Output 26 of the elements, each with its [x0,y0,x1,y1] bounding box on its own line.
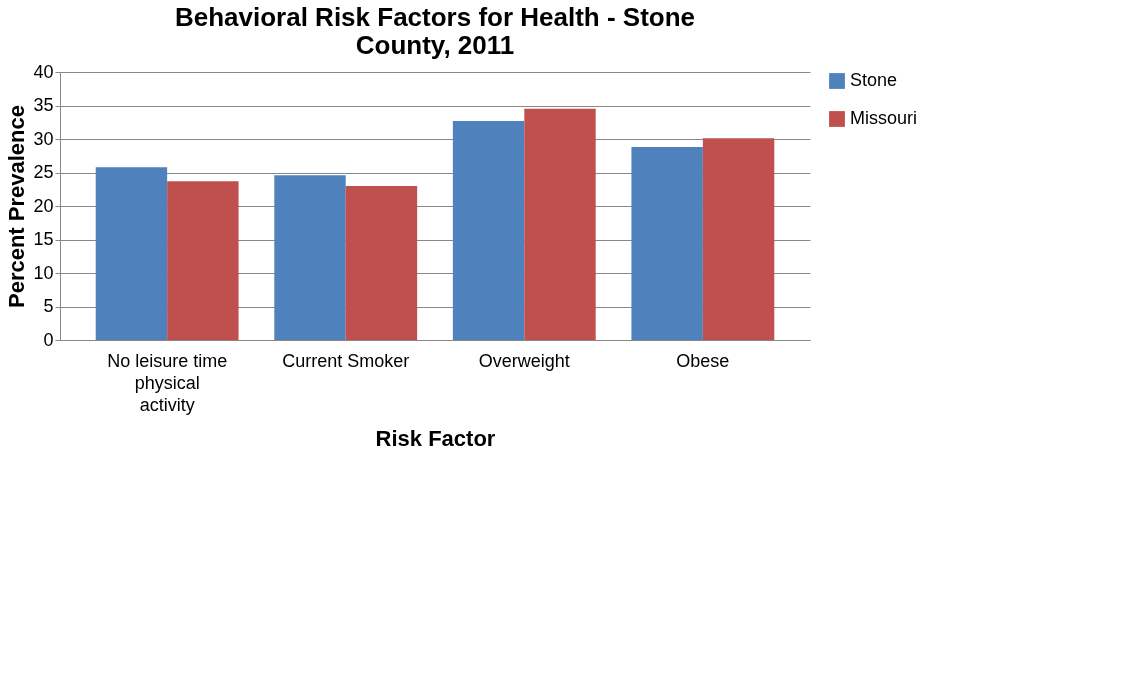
bar [524,108,596,340]
y-tick-label: 10 [33,262,54,283]
x-tick-label: Obese [676,350,730,371]
legend-label: Missouri [850,108,918,128]
bar [95,167,168,340]
x-tick-label: Overweight [478,350,570,371]
y-tick-label: 15 [33,229,54,249]
y-tick-label: 40 [33,61,54,82]
y-tick-label: 35 [33,95,54,115]
bar [452,120,525,340]
y-axis-title: Percent Prevalence [4,104,30,309]
y-tick-label: 25 [33,162,54,182]
y-tick-label: 5 [43,296,54,316]
x-tick-label: Current Smoker [282,350,410,371]
bar [631,147,703,340]
bar [274,175,346,340]
bar [702,138,775,340]
bar [167,181,239,340]
y-tick-label: 0 [43,329,54,350]
legend-label: Stone [850,70,898,90]
x-axis-title: Risk Factor [375,425,496,451]
bar [345,185,418,340]
chart-title: Behavioral Risk Factors for Health - Stone County, 2011 [174,2,696,60]
y-tick-label: 30 [33,128,54,149]
y-tick-label: 20 [33,195,54,216]
x-tick-label: No leisure time physical activity [107,350,228,415]
